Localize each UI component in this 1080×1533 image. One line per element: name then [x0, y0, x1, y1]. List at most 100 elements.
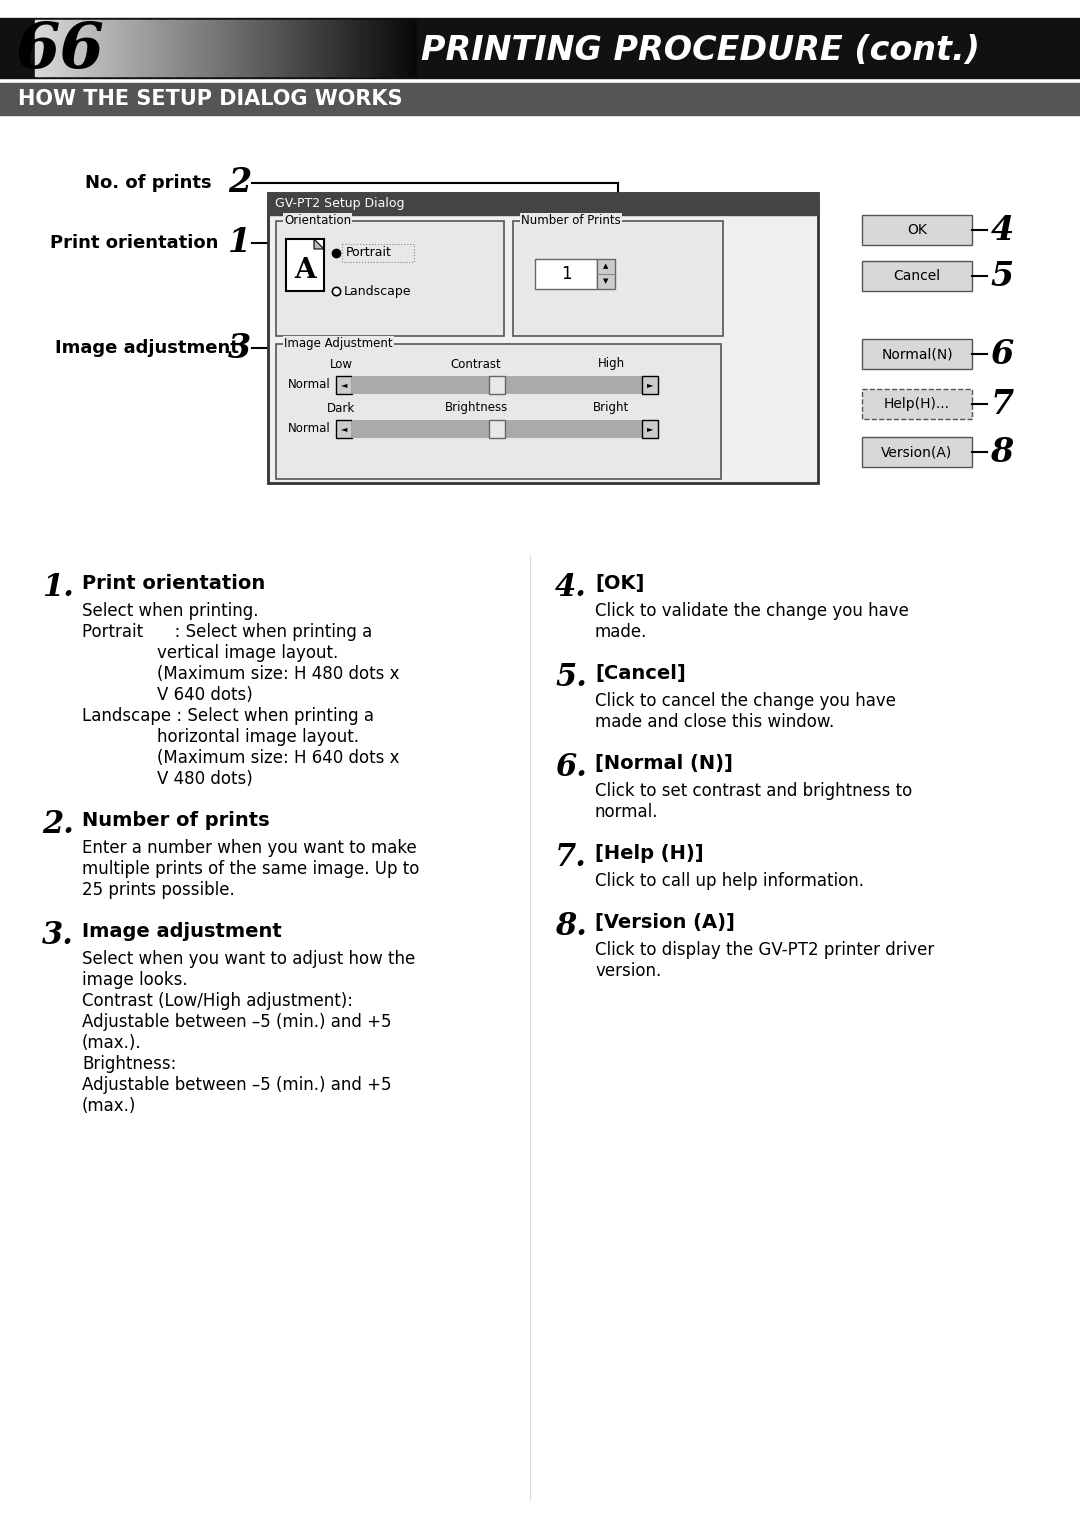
Bar — [171, 20, 175, 77]
Bar — [364, 20, 368, 77]
Bar — [862, 389, 972, 419]
Text: made and close this window.: made and close this window. — [595, 713, 834, 731]
Text: [Normal (N)]: [Normal (N)] — [595, 754, 733, 773]
Bar — [408, 20, 413, 77]
Text: Click to call up help information.: Click to call up help information. — [595, 872, 864, 891]
Text: No. of prints: No. of prints — [85, 175, 212, 192]
Text: 66: 66 — [15, 20, 104, 81]
Bar — [333, 20, 336, 77]
Text: Click to cancel the change you have: Click to cancel the change you have — [595, 691, 896, 710]
Bar — [203, 20, 206, 77]
Text: [Help (H)]: [Help (H)] — [595, 845, 704, 863]
Bar — [352, 376, 642, 394]
Bar — [221, 20, 226, 77]
Bar — [342, 20, 346, 77]
Bar — [118, 20, 121, 77]
Text: ►: ► — [647, 425, 653, 434]
Text: Landscape : Select when printing a: Landscape : Select when printing a — [82, 707, 374, 725]
Bar — [124, 20, 127, 77]
Text: V 640 dots): V 640 dots) — [157, 685, 253, 704]
Bar — [95, 20, 99, 77]
Text: 7.: 7. — [555, 842, 586, 872]
Bar — [244, 20, 247, 77]
Text: Orientation: Orientation — [284, 215, 351, 227]
Bar — [89, 20, 93, 77]
Bar — [323, 20, 327, 77]
Text: Number of prints: Number of prints — [82, 811, 270, 829]
Bar — [266, 20, 270, 77]
Text: Adjustable between –5 (min.) and +5: Adjustable between –5 (min.) and +5 — [82, 1013, 391, 1032]
Bar — [336, 20, 339, 77]
Text: [Version (A)]: [Version (A)] — [595, 914, 734, 932]
Bar — [257, 20, 260, 77]
Bar — [193, 20, 197, 77]
Text: High: High — [597, 357, 624, 371]
Text: Enter a number when you want to make: Enter a number when you want to make — [82, 839, 417, 857]
Bar — [231, 20, 235, 77]
Text: [OK]: [OK] — [595, 573, 645, 593]
Bar — [92, 20, 96, 77]
Text: Select when printing.: Select when printing. — [82, 602, 258, 619]
Bar — [48, 20, 52, 77]
Bar — [862, 339, 972, 369]
Bar — [82, 20, 86, 77]
Text: A: A — [294, 256, 315, 284]
Text: 5.: 5. — [555, 662, 586, 693]
Bar — [67, 20, 70, 77]
Text: Dark: Dark — [327, 402, 355, 414]
Bar — [102, 20, 105, 77]
Bar — [260, 20, 264, 77]
Bar — [342, 244, 414, 262]
Text: 2: 2 — [228, 167, 252, 199]
Text: OK: OK — [907, 222, 927, 238]
Text: Normal(N): Normal(N) — [881, 346, 953, 360]
Text: image looks.: image looks. — [82, 970, 188, 989]
Text: Low: Low — [329, 357, 352, 371]
Bar — [57, 20, 60, 77]
Bar — [79, 20, 83, 77]
Bar — [218, 20, 222, 77]
Text: 25 prints possible.: 25 prints possible. — [82, 881, 234, 898]
Bar — [190, 20, 193, 77]
Text: Contrast (Low/High adjustment):: Contrast (Low/High adjustment): — [82, 992, 353, 1010]
Text: Print orientation: Print orientation — [82, 573, 266, 593]
Bar — [276, 221, 504, 336]
Bar — [326, 20, 330, 77]
Text: Portrait: Portrait — [346, 247, 392, 259]
Text: Select when you want to adjust how the: Select when you want to adjust how the — [82, 950, 415, 967]
Bar — [44, 20, 49, 77]
Bar — [216, 20, 219, 77]
Bar — [316, 20, 321, 77]
Bar — [139, 20, 144, 77]
Bar — [98, 20, 102, 77]
Bar — [64, 20, 67, 77]
Text: ◄: ◄ — [341, 425, 348, 434]
Text: Print orientation: Print orientation — [50, 235, 218, 251]
Bar — [156, 20, 159, 77]
Bar — [367, 20, 372, 77]
Bar — [180, 20, 185, 77]
Bar — [313, 20, 318, 77]
Text: 4: 4 — [990, 213, 1014, 247]
Bar — [38, 20, 42, 77]
Bar — [149, 20, 152, 77]
Bar — [352, 20, 355, 77]
Bar — [268, 193, 818, 215]
Text: ▼: ▼ — [604, 279, 609, 285]
Bar — [339, 20, 342, 77]
Text: [Cancel]: [Cancel] — [595, 664, 686, 684]
Bar — [380, 20, 383, 77]
Bar — [597, 259, 615, 290]
Bar — [400, 20, 403, 77]
Text: Bright: Bright — [593, 402, 630, 414]
Bar — [383, 20, 387, 77]
Bar — [489, 420, 505, 438]
Bar — [168, 20, 172, 77]
Text: vertical image layout.: vertical image layout. — [157, 644, 338, 662]
Text: 5: 5 — [990, 259, 1014, 293]
Bar — [108, 20, 111, 77]
Text: 1: 1 — [228, 227, 252, 259]
Bar — [308, 20, 311, 77]
Bar — [105, 20, 108, 77]
Bar — [251, 20, 254, 77]
